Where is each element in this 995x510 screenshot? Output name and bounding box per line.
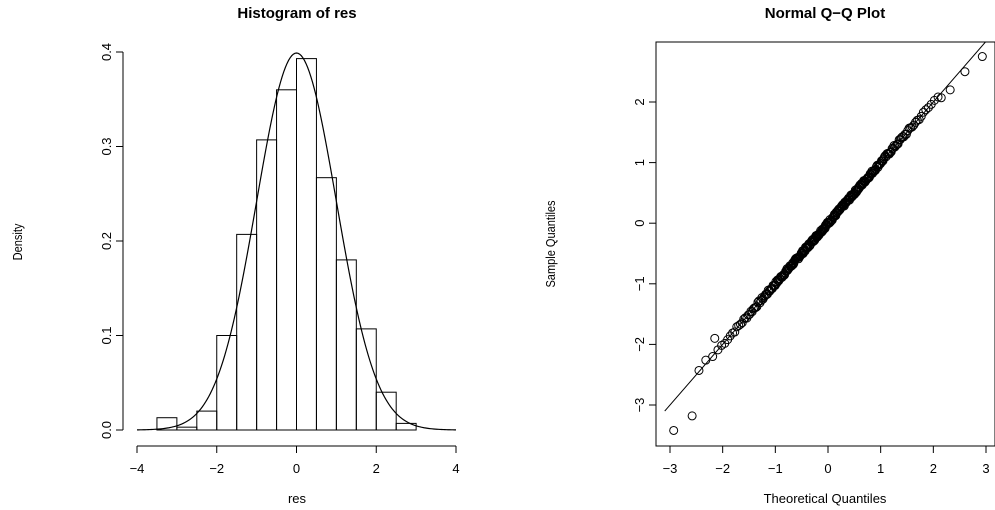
histogram-x-label: res [288,491,307,506]
y-tick-label: −2 [632,337,647,352]
x-tick-label: 3 [982,461,989,476]
histogram-bar [375,391,397,431]
histogram-bars [156,58,417,431]
qq-title: Normal Q−Q Plot [765,5,885,22]
qq-point [708,352,718,362]
histogram-bar [236,233,258,431]
y-tick-label: 0.4 [99,43,114,61]
qq-point [885,148,895,158]
qq-x-label: Theoretical Quantiles [764,491,887,506]
qq-point [923,103,933,113]
y-tick-label: 2 [632,98,647,105]
qq-point [892,139,902,149]
y-tick-label: −3 [632,398,647,413]
normal-density-curve [136,52,457,431]
histogram-bar [315,177,337,431]
qq-point [960,67,970,77]
y-tick-label: 0 [632,220,647,227]
y-tick-label: 0.2 [99,232,114,250]
x-tick-label: −2 [209,461,224,476]
histogram-title: Histogram of res [237,5,356,22]
qq-point [736,319,746,329]
y-tick-label: 1 [632,159,647,166]
y-tick-label: 0.0 [99,421,114,439]
qq-point [772,278,782,288]
qq-point [945,85,955,95]
qq-point [936,93,946,103]
qq-points [669,52,987,435]
x-tick-label: −4 [130,461,145,476]
x-tick-label: 4 [452,461,459,476]
x-tick-label: −1 [768,461,783,476]
qq-plot-box [655,41,995,447]
qq-point [921,105,931,115]
x-tick-label: −3 [663,461,678,476]
qq-point [710,333,720,343]
qq-y-label: Sample Quantiles [543,200,558,287]
qq-point [891,140,901,150]
qq-panel: Normal Q−Q Plot −3 −2 −1 0 1 2 3 −3 −2 −1 0 1 2 The… [543,5,995,506]
x-tick-label: −2 [715,461,730,476]
qq-point [933,92,943,102]
qq-point [901,129,911,139]
qq-point [694,365,704,375]
y-tick-label: 0.1 [99,326,114,344]
qq-point [977,52,987,62]
histogram-bar [355,328,377,431]
qq-point [730,327,740,337]
histogram-bar [296,58,317,431]
qq-point [701,355,711,365]
qq-y-axis: −3 −2 −1 0 1 2 [632,98,656,412]
histogram-panel: Histogram of res −4 −2 0 2 4 0.0 0.1 0.2 0.3 0.4… [10,5,459,506]
histogram-bar [276,89,297,431]
qq-x-axis: −3 −2 −1 0 1 2 3 [663,446,990,476]
histogram-bar [395,422,417,431]
histogram-bar [156,417,178,431]
qq-point [906,123,916,133]
histogram-y-label: Density [10,224,25,261]
histogram-bar [176,426,198,431]
qq-point [669,425,679,435]
x-tick-label: 1 [877,461,884,476]
qq-point [890,142,900,152]
histogram-y-axis: 0.0 0.1 0.2 0.3 0.4 [99,43,124,439]
x-tick-label: 0 [824,461,831,476]
x-tick-label: 0 [293,461,300,476]
y-tick-label: 0.3 [99,137,114,155]
histogram-bar [196,410,218,431]
x-tick-label: 2 [373,461,380,476]
histogram-bar [335,259,357,431]
qq-point [687,411,697,421]
histogram-x-axis: −4 −2 0 2 4 [130,445,460,476]
y-tick-label: −1 [632,276,647,291]
qq-point [918,107,928,117]
qq-point [907,122,917,132]
x-tick-label: 2 [930,461,937,476]
